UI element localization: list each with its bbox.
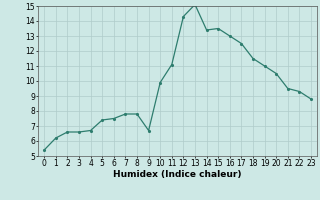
X-axis label: Humidex (Indice chaleur): Humidex (Indice chaleur) [113,170,242,179]
